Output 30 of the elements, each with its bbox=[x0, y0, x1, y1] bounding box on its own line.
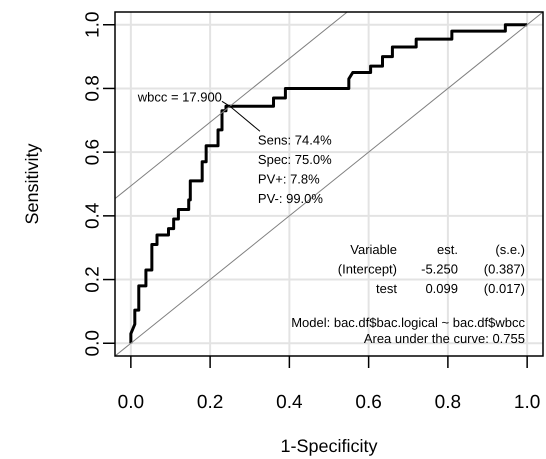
annotation: Sens: 74.4% bbox=[258, 132, 332, 148]
y-tick-label: 0.6 bbox=[82, 138, 104, 166]
x-tick-label: 0.0 bbox=[118, 392, 144, 413]
annotation: wbcc = 17.900 bbox=[136, 89, 222, 104]
x-tick-label: 0.6 bbox=[355, 392, 382, 413]
x-axis-title: 1-Specificity bbox=[280, 436, 378, 456]
annotation: PV-: 99.0% bbox=[258, 190, 324, 206]
y-tick-label: 0.2 bbox=[82, 266, 104, 293]
y-axis-title: Sensitivity bbox=[22, 143, 42, 225]
y-tick-label: 0.8 bbox=[82, 75, 104, 102]
annotation: Variable bbox=[350, 242, 397, 257]
annotation: Spec: 75.0% bbox=[258, 152, 332, 167]
annotation: Area under the curve: 0.755 bbox=[364, 331, 525, 346]
annotation: PV+: 7.8% bbox=[258, 171, 320, 186]
y-tick-label: 0.0 bbox=[82, 330, 104, 356]
annotation: test bbox=[376, 281, 398, 296]
x-tick-label: 0.2 bbox=[196, 392, 224, 413]
x-tick-label: 0.4 bbox=[276, 392, 304, 413]
x-tick-label: 1.0 bbox=[514, 392, 540, 413]
annotation: Model: bac.df$bac.logical ~ bac.df$wbcc bbox=[291, 315, 526, 330]
annotation: (Intercept) bbox=[338, 262, 397, 276]
y-tick-label: 0.4 bbox=[82, 202, 104, 230]
annotation: (0.387) bbox=[484, 262, 525, 276]
annotation: (s.e.) bbox=[495, 242, 525, 257]
annotation: -5.250 bbox=[421, 262, 458, 276]
annotation: (0.017) bbox=[484, 281, 525, 296]
annotation: est. bbox=[437, 242, 458, 257]
x-tick-label: 0.8 bbox=[434, 392, 462, 413]
y-tick-label: 1.0 bbox=[82, 12, 104, 38]
annotation: 0.099 bbox=[425, 281, 458, 296]
